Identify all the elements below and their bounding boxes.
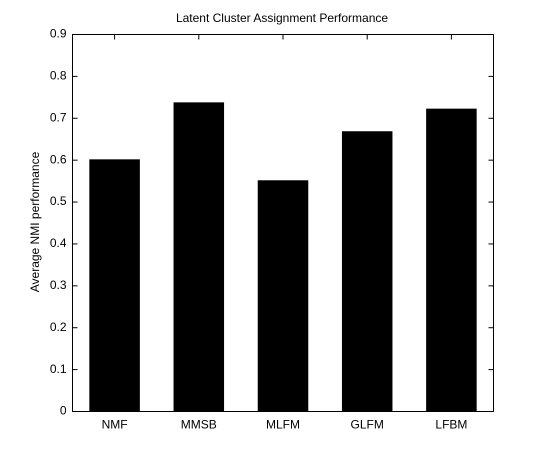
- x-tick-label: MMSB: [181, 418, 217, 432]
- bar: [341, 131, 393, 412]
- bar: [257, 180, 309, 412]
- y-tick-label: 0.1: [50, 362, 67, 376]
- x-tick-label: LFBM: [435, 418, 467, 432]
- y-tick-label: 0.6: [50, 152, 67, 166]
- x-tick-label: MLFM: [266, 418, 300, 432]
- bar: [89, 159, 140, 412]
- y-tick-label: 0.2: [50, 320, 67, 334]
- y-tick-label: 0.5: [50, 194, 67, 208]
- chart-title: Latent Cluster Assignment Performance: [176, 11, 388, 25]
- y-tick-label: 0.4: [50, 236, 67, 250]
- y-tick-label: 0.7: [50, 110, 67, 124]
- x-tick-label: GLFM: [351, 418, 384, 432]
- plot-frame: [72, 34, 494, 412]
- bar: [173, 102, 225, 412]
- y-tick-label: 0.3: [50, 278, 67, 292]
- y-axis-label: Average NMI performance: [28, 151, 42, 292]
- y-tick-label: 0: [60, 404, 67, 418]
- x-tick-label: NMF: [102, 418, 128, 432]
- y-tick-label: 0.8: [50, 69, 67, 83]
- bar: [426, 108, 477, 412]
- y-tick-label: 0.9: [50, 27, 67, 41]
